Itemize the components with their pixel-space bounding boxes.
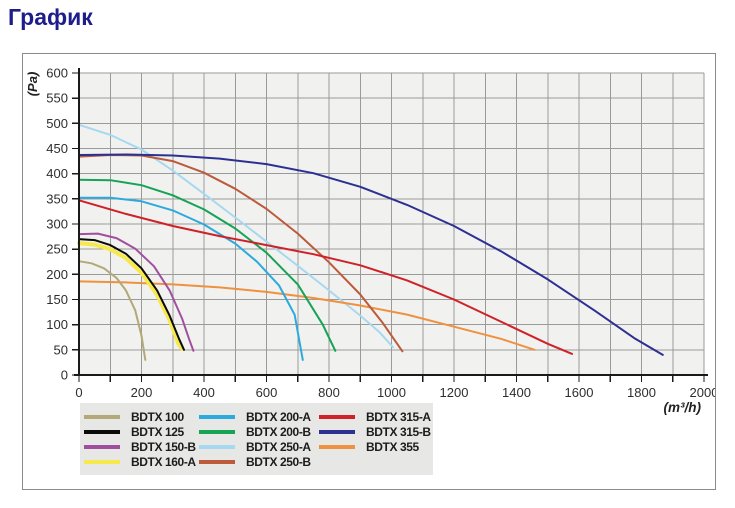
x-tick-label: 0 — [75, 385, 82, 400]
y-tick-label: 200 — [46, 267, 68, 282]
curve-bdtx-250-a — [78, 123, 395, 349]
chart-legend: BDTX 100 BDTX 125 BDTX 150-B BDTX 160-A BDTX… — [80, 403, 433, 475]
x-tick-label: 200 — [131, 385, 153, 400]
legend-label: BDTX 200-B — [246, 425, 311, 440]
legend-label: BDTX 315-B — [366, 425, 431, 440]
x-tick-label: 1600 — [565, 385, 594, 400]
curve-bdtx-125 — [78, 238, 185, 351]
legend-swatch-icon — [319, 430, 355, 435]
fan-performance-chart: 0 50 100 150 200 250 300 350 400 450 500 550 600 0 200… — [46, 66, 715, 401]
curve-bdtx-200-a — [78, 196, 304, 361]
curve-bdtx-355 — [78, 280, 536, 351]
y-tick-label: 250 — [46, 242, 68, 257]
y-tick-label: 450 — [46, 141, 68, 156]
y-tick-label: 0 — [61, 368, 68, 383]
y-tick-label: 100 — [46, 317, 68, 332]
y-tick-label: 300 — [46, 217, 68, 232]
x-tick-label: 1800 — [627, 385, 656, 400]
page-title: График — [8, 4, 93, 30]
legend-label: BDTX 160-A — [131, 454, 196, 469]
legend-label: BDTX 125 — [131, 425, 184, 440]
curve-bdtx-315-b — [78, 153, 664, 356]
legend-item: BDTX 200-B — [199, 425, 319, 440]
y-tick-label: 150 — [46, 292, 68, 307]
legend-swatch-icon — [199, 415, 235, 420]
x-tick-label: 800 — [318, 385, 340, 400]
y-tick-label: 600 — [46, 66, 68, 81]
curve-bdtx-160-a — [77, 241, 185, 351]
y-axis-unit-label: (Pa) — [25, 71, 40, 97]
legend-swatch-icon — [84, 444, 120, 449]
curve-bdtx-100 — [78, 260, 147, 361]
legend-item: BDTX 250-B — [199, 454, 319, 469]
y-tick-label: 550 — [46, 91, 68, 106]
legend-item: BDTX 160-A — [84, 454, 199, 469]
legend-item: BDTX 100 — [84, 410, 199, 425]
legend-swatch-icon — [84, 430, 120, 435]
legend-label: BDTX 355 — [366, 439, 419, 454]
x-axis-unit-label: (m³/h) — [663, 400, 702, 415]
legend-item: BDTX 125 — [84, 425, 199, 440]
y-tick-label: 400 — [46, 166, 68, 181]
legend-swatch-icon — [199, 459, 235, 464]
chart-figure-box: 0 50 100 150 200 250 300 350 400 450 500 550 600 0 200… — [22, 53, 716, 490]
legend-swatch-icon — [199, 430, 235, 435]
legend-item: BDTX 315-A — [319, 410, 433, 425]
x-tick-label: 1400 — [502, 385, 531, 400]
legend-label: BDTX 315-A — [366, 410, 431, 425]
x-tick-label: 2000 — [690, 385, 715, 400]
curve-bdtx-315-a — [78, 199, 574, 355]
curve-bdtx-200-b — [78, 178, 337, 352]
legend-label: BDTX 250-A — [246, 439, 311, 454]
y-tick-label: 350 — [46, 191, 68, 206]
legend-label: BDTX 100 — [131, 410, 184, 425]
legend-item: BDTX 250-A — [199, 440, 319, 455]
x-tick-label: 400 — [193, 385, 215, 400]
legend-swatch-icon — [199, 444, 235, 449]
legend-label: BDTX 250-B — [246, 454, 311, 469]
legend-swatch-icon — [84, 415, 120, 420]
legend-swatch-icon — [319, 444, 355, 449]
legend-item: BDTX 150-B — [84, 440, 199, 455]
x-tick-label: 600 — [256, 385, 278, 400]
legend-item: BDTX 355 — [319, 440, 433, 455]
legend-swatch-icon — [319, 415, 355, 420]
curve-bdtx-150-b — [78, 232, 195, 352]
y-tick-label: 500 — [46, 116, 68, 131]
x-tick-label: 1000 — [377, 385, 406, 400]
legend-label: BDTX 200-A — [246, 410, 311, 425]
y-tick-label: 50 — [54, 342, 68, 357]
x-tick-label: 1200 — [440, 385, 469, 400]
legend-item: BDTX 200-A — [199, 410, 319, 425]
legend-item: BDTX 315-B — [319, 425, 433, 440]
legend-label: BDTX 150-B — [131, 439, 196, 454]
legend-swatch-icon — [84, 459, 120, 464]
